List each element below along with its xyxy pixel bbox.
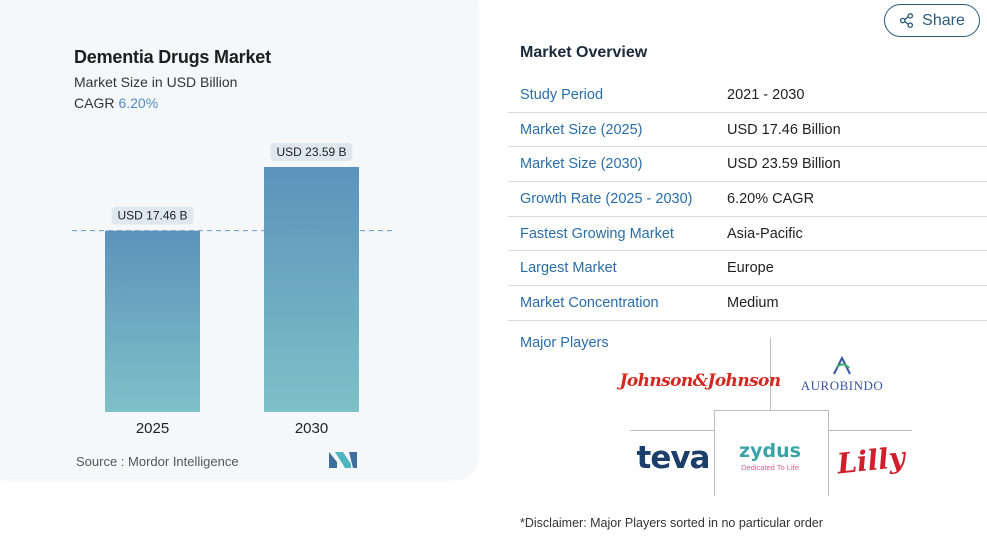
zydus-tagline: Dedicated To Life [741, 462, 799, 472]
players-divider [630, 430, 714, 431]
overview-label: Study Period [520, 86, 604, 103]
chart-title: Dementia Drugs Market [74, 47, 271, 67]
overview-title: Market Overview [520, 44, 648, 61]
overview-table: Study Period 2021 - 2030 Market Size (20… [508, 78, 987, 321]
johnson-and-johnson-logo: Johnson&Johnson [619, 366, 781, 396]
overview-label: Growth Rate (2025 - 2030) [520, 190, 693, 207]
players-divider [714, 410, 715, 496]
data-label-bg [270, 143, 353, 161]
cagr-label: CAGR [74, 95, 115, 111]
lilly-wordmark: Lilly [835, 440, 907, 480]
aurobindo-mark-icon [833, 356, 851, 375]
overview-value: 2021 - 2030 [727, 86, 805, 103]
x-tick-label: 2030 [295, 420, 328, 437]
overview-row-market-size-2030: Market Size (2030) USD 23.59 Billion [508, 147, 987, 183]
overview-value: 6.20% CAGR [727, 190, 815, 207]
chart-cagr: CAGR 6.20% [74, 95, 158, 111]
lilly-logo: Lilly [830, 434, 912, 486]
players-divider [828, 430, 912, 431]
overview-value: USD 17.46 Billion [727, 121, 841, 138]
mordor-intelligence-logo [329, 452, 357, 468]
data-label-bg [111, 206, 194, 225]
jj-wordmark: Johnson&Johnson [619, 371, 781, 391]
data-label: USD 17.46 B [117, 209, 187, 223]
overview-label: Market Size (2025) [520, 121, 643, 138]
overview-label: Market Concentration [520, 294, 659, 311]
overview-row-study-period: Study Period 2021 - 2030 [508, 78, 987, 113]
overview-row-largest-market: Largest Market Europe [508, 251, 987, 287]
aurobindo-wordmark: AUROBINDO [800, 378, 884, 393]
chart-card [0, 0, 477, 478]
chart-subtitle: Market Size in USD Billion [74, 74, 238, 90]
overview-row-growth-rate: Growth Rate (2025 - 2030) 6.20% CAGR [508, 182, 987, 217]
teva-logo: teva [634, 438, 712, 478]
overview-label: Fastest Growing Market [520, 225, 674, 242]
overview-label: Largest Market [520, 260, 617, 277]
bar-chart: USD 17.46 B 2025 USD 23.59 B 2030 [72, 143, 392, 437]
x-tick-label: 2025 [136, 420, 169, 437]
data-label: USD 23.59 B [276, 145, 346, 159]
major-players-label: Major Players [520, 335, 609, 351]
aurobindo-logo: AUROBINDO [792, 352, 892, 398]
share-button[interactable]: Share [884, 4, 980, 37]
bar-2025 [105, 230, 200, 412]
zydus-wordmark: zydus [739, 439, 801, 462]
cagr-value: 6.20% [118, 95, 159, 111]
overview-value: Asia-Pacific [727, 225, 803, 242]
overview-value: Medium [727, 294, 779, 311]
overview-row-concentration: Market Concentration Medium [508, 286, 987, 321]
share-label: Share [922, 11, 965, 29]
teva-wordmark: teva [636, 440, 711, 476]
disclaimer: *Disclaimer: Major Players sorted in no … [520, 516, 823, 530]
overview-label: Market Size (2030) [520, 156, 643, 173]
overview-row-fastest-growing: Fastest Growing Market Asia-Pacific [508, 217, 987, 252]
overview-row-market-size-2025: Market Size (2025) USD 17.46 Billion [508, 113, 987, 148]
players-divider [770, 338, 771, 410]
players-divider [714, 410, 828, 411]
zydus-logo: zydus Dedicated To Life [730, 434, 810, 478]
share-icon [900, 13, 914, 28]
overview-value: Europe [727, 260, 774, 277]
players-divider [828, 410, 829, 496]
chart-source: Source : Mordor Intelligence [76, 454, 239, 469]
bar-2030 [264, 167, 359, 412]
overview-value: USD 23.59 Billion [727, 156, 841, 173]
